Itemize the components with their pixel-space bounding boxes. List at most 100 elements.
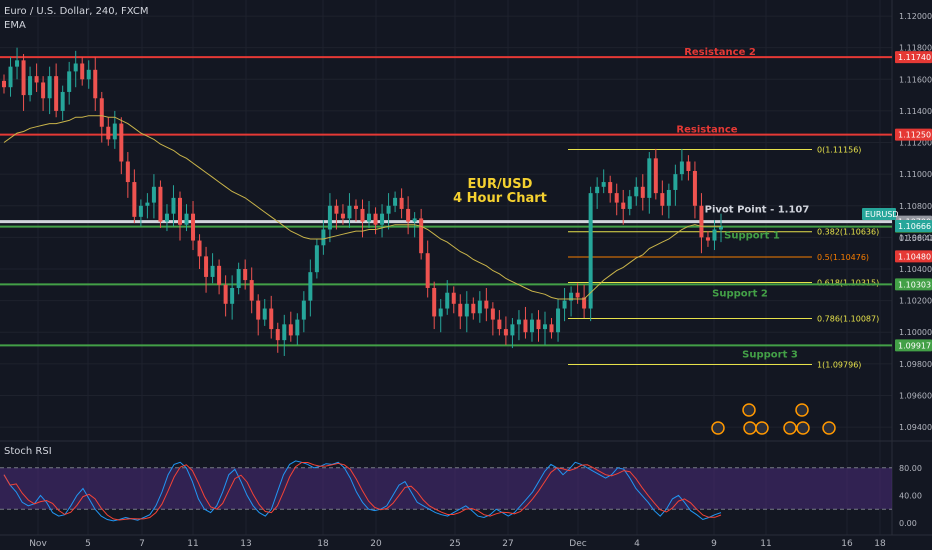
time-tick-label: 7 xyxy=(139,539,145,549)
candle-body xyxy=(132,182,137,217)
candle-body xyxy=(275,329,280,341)
candle-body xyxy=(360,208,365,222)
candle-body xyxy=(627,196,632,209)
fib-label: 0.382(1.10636) xyxy=(817,228,879,237)
candle-body xyxy=(569,292,574,301)
fib-label: 0.618(1.10315) xyxy=(817,278,879,287)
candle-body xyxy=(673,174,678,190)
time-tick-label: 27 xyxy=(502,539,513,549)
price-tick-label: 1.11800 xyxy=(899,44,932,53)
candle-body xyxy=(647,158,652,198)
stoch-d-line xyxy=(3,462,722,521)
candle-body xyxy=(314,245,319,273)
candle-body xyxy=(15,60,20,67)
candle-body xyxy=(516,319,521,325)
candle-body xyxy=(699,205,704,238)
candle-body xyxy=(106,126,111,140)
price-tag xyxy=(895,219,932,232)
candle-body xyxy=(367,213,372,222)
candle-body xyxy=(692,170,697,206)
price-tag xyxy=(895,339,932,352)
time-tick-label: 25 xyxy=(449,539,460,549)
fib-label: 0(1.11156) xyxy=(817,145,861,154)
candle-body xyxy=(54,76,59,111)
candle-body xyxy=(295,319,300,336)
time-tick-label: 18 xyxy=(874,539,886,549)
rsi-tick-label: 80.00 xyxy=(899,464,922,473)
candle-body xyxy=(34,76,39,83)
price-tag-label: EURUSD xyxy=(865,210,899,219)
event-icon xyxy=(795,403,809,417)
stoch-rsi-title[interactable]: Stoch RSI xyxy=(4,446,52,457)
candle-body xyxy=(327,205,332,230)
candle-body xyxy=(353,205,358,209)
candle-body xyxy=(301,300,306,320)
candle-body xyxy=(41,82,46,99)
candle-body xyxy=(145,202,150,206)
candle-body xyxy=(308,272,313,301)
price-tick-label: 1.10000 xyxy=(899,328,932,337)
candle-body xyxy=(282,324,287,341)
candle-body xyxy=(497,319,502,330)
candle-body xyxy=(464,303,469,317)
level-label: Resistance xyxy=(676,125,737,136)
price-tick-label: 1.10400 xyxy=(899,265,932,274)
ema-line xyxy=(3,115,721,300)
price-tag-label: 1.10480 xyxy=(898,252,931,261)
time-tick-label: Nov xyxy=(29,539,47,549)
price-tag-label: 1.10303 xyxy=(898,280,931,289)
price-tag xyxy=(895,278,932,291)
candle-body xyxy=(432,287,437,317)
chart-annotation-title: EUR/USD xyxy=(468,177,533,192)
candle-body xyxy=(2,80,6,88)
candle-body xyxy=(28,76,33,96)
level-label: Resistance 2 xyxy=(684,47,756,58)
candle-body xyxy=(393,197,398,206)
candle-body xyxy=(171,197,176,214)
candle-body xyxy=(562,300,567,309)
candle-body xyxy=(712,229,717,241)
event-icon xyxy=(796,421,810,435)
candle-body xyxy=(719,226,723,230)
candle-body xyxy=(614,193,619,203)
candle-body xyxy=(686,161,691,171)
fib-label: 0.786(1.10087) xyxy=(817,314,879,323)
fib-label: 0.5(1.10476) xyxy=(817,253,869,262)
candle-body xyxy=(458,303,463,317)
price-tag xyxy=(895,128,932,141)
candle-body xyxy=(660,193,665,206)
candle-body xyxy=(640,186,645,198)
event-icon xyxy=(742,403,756,417)
candle-body xyxy=(419,218,424,254)
candle-body xyxy=(536,319,541,330)
candle-body xyxy=(595,186,600,194)
ema-indicator-label[interactable]: EMA xyxy=(4,20,26,31)
time-tick-label: 9 xyxy=(711,539,717,549)
price-tick-label: 1.10200 xyxy=(899,297,932,306)
candle-body xyxy=(588,193,593,309)
candle-body xyxy=(575,292,580,298)
candle-body xyxy=(99,98,104,127)
candle-body xyxy=(523,319,528,333)
candle-body xyxy=(256,300,261,320)
price-tick-label: 1.09600 xyxy=(899,391,932,400)
event-icon xyxy=(743,421,757,435)
candle-body xyxy=(164,213,169,222)
time-tick-label: 18 xyxy=(317,539,329,549)
candle-body xyxy=(86,69,91,80)
time-tick-label: 4 xyxy=(634,539,640,549)
candle-body xyxy=(399,197,404,209)
candle-body xyxy=(543,324,548,330)
candle-body xyxy=(158,186,163,222)
candle-body xyxy=(373,213,378,225)
time-tick-label: 5 xyxy=(85,539,91,549)
event-icon xyxy=(822,421,836,435)
time-tick-label: 16 xyxy=(841,539,853,549)
candle-body xyxy=(249,280,254,301)
candle-body xyxy=(653,158,658,194)
candle-body xyxy=(210,265,215,277)
chart-annotation-subtitle: 4 Hour Chart xyxy=(453,191,547,206)
candle-body xyxy=(340,213,345,219)
